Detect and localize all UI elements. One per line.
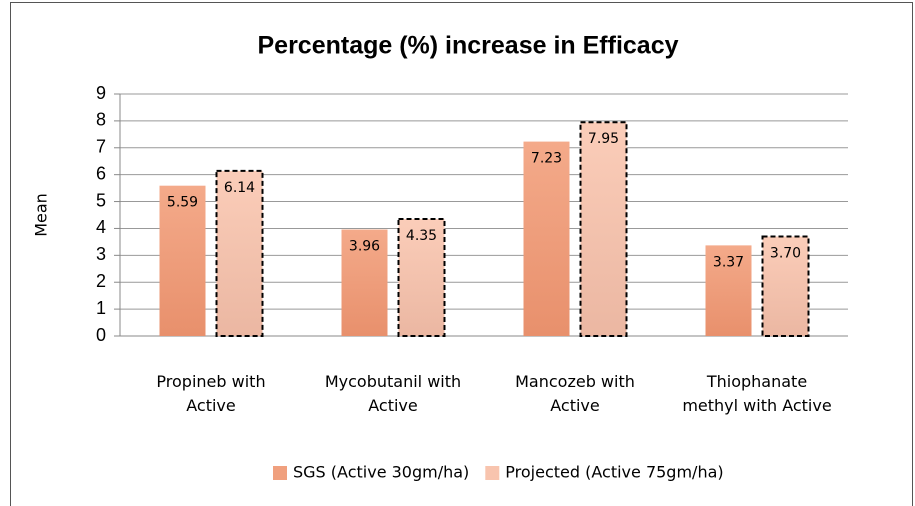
x-tick-label: Mycobutanil with Active [324, 372, 462, 415]
data-label: 3.70 [770, 246, 801, 262]
x-tick-label: Propineb with Active [156, 372, 266, 415]
y-tick-label: 6 [96, 163, 106, 183]
bar [397, 218, 446, 338]
chart-title: Percentage (%) increase in Efficacy [257, 32, 678, 60]
y-tick-label: 0 [96, 325, 106, 345]
bar [159, 185, 206, 336]
x-tick-label-box: Propineb with Active [156, 372, 266, 415]
bar [761, 235, 810, 337]
y-tick-label: 2 [96, 271, 106, 291]
bar [341, 229, 388, 336]
x-tick-label-box: Mancozeb with Active [515, 372, 635, 415]
bar [579, 121, 628, 337]
legend-swatch [273, 466, 287, 480]
x-tick-label-box: Thiophanate methyl with Active [682, 372, 832, 415]
data-label: 6.14 [224, 180, 255, 196]
bar [523, 141, 570, 336]
x-tick-label-box: Mycobutanil with Active [324, 372, 462, 415]
bar [215, 169, 264, 337]
y-tick-label: 1 [96, 298, 106, 318]
data-label: 7.95 [588, 131, 619, 147]
y-tick-label: 8 [96, 110, 106, 130]
legend-label: Projected (Active 75gm/ha) [505, 463, 723, 482]
data-label: 3.96 [349, 239, 380, 255]
x-tick-label: Mancozeb with Active [515, 372, 635, 415]
data-label: 4.35 [406, 228, 437, 244]
y-tick-label: 9 [96, 83, 106, 103]
y-tick-label: 4 [96, 217, 106, 237]
data-label: 7.23 [531, 151, 562, 167]
y-tick-label: 5 [96, 190, 106, 210]
legend-swatch [485, 466, 500, 480]
y-tick-label: 7 [96, 137, 106, 157]
data-label: 3.37 [713, 254, 744, 270]
x-tick-label: Thiophanate methyl with Active [682, 372, 832, 415]
y-tick-label: 3 [96, 244, 106, 264]
legend-label: SGS (Active 30gm/ha) [293, 463, 469, 482]
bar [705, 245, 752, 336]
y-axis-label: Mean [32, 193, 51, 237]
data-label: 5.59 [167, 195, 198, 211]
